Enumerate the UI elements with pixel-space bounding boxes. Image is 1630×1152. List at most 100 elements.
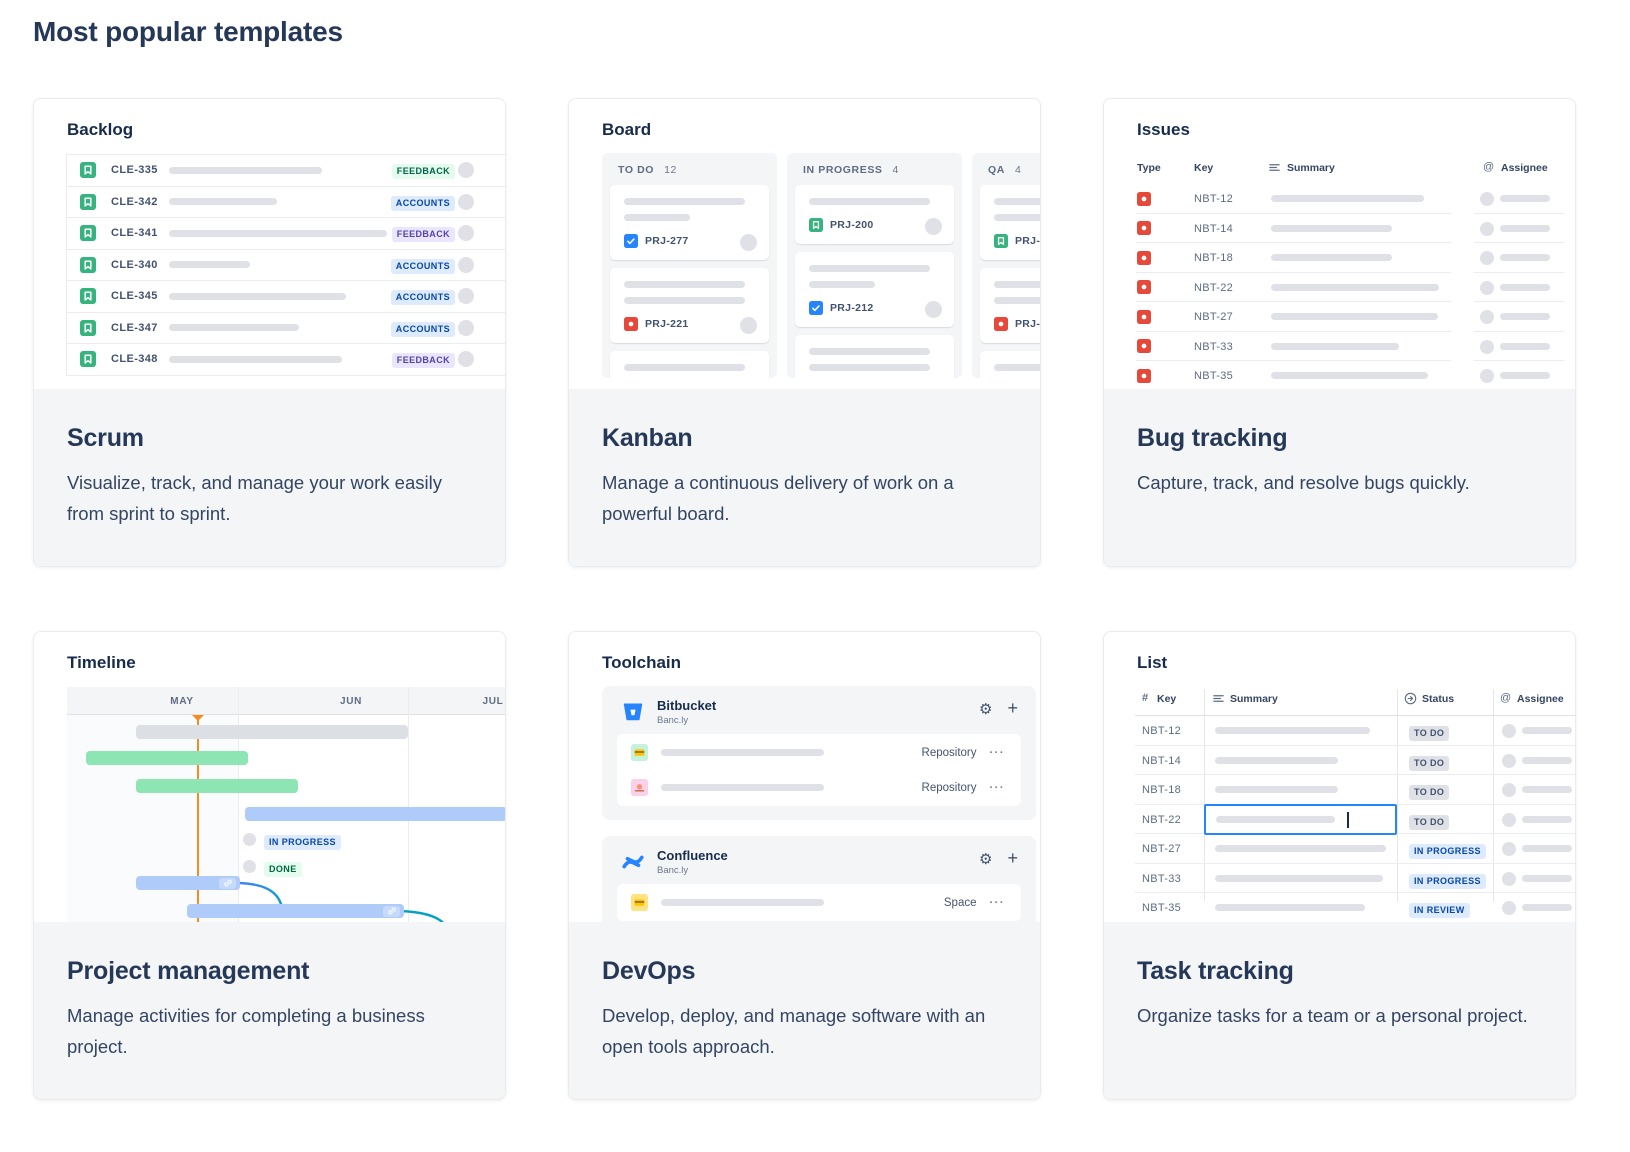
template-card-kanban[interactable]: Board TO DO 12 PRJ-277 PRJ-221 PRJ-290 IN… xyxy=(568,98,1041,567)
status-badge: IN PROGRESS xyxy=(264,835,341,850)
assignee-placeholder-bar xyxy=(1500,313,1550,320)
avatar xyxy=(458,288,474,305)
summary-cell-editing[interactable] xyxy=(1204,803,1397,835)
story-icon xyxy=(809,218,823,232)
assignee-placeholder-bar xyxy=(1522,874,1572,882)
at-icon: @ xyxy=(1483,161,1495,173)
summary-placeholder-bar xyxy=(1271,342,1399,350)
status-badge: IN PROGRESS xyxy=(1409,844,1486,859)
card-description: Manage activities for completing a busin… xyxy=(67,1005,425,1057)
issue-row: NBT-18 xyxy=(1136,243,1575,273)
avatar xyxy=(458,225,474,242)
template-card-bug-tracking[interactable]: Issues Type Key Summary @ Assignee NBT-1… xyxy=(1103,98,1576,567)
issue-key: PRJ-200 xyxy=(830,219,874,231)
card-description: Develop, deploy, and manage software wit… xyxy=(602,1005,986,1057)
project-emoji-icon xyxy=(631,894,648,911)
summary-placeholder-bar xyxy=(1271,372,1428,379)
backlog-row: CLE-345 ACCOUNTS xyxy=(67,281,505,313)
project-emoji-icon xyxy=(631,779,648,796)
card-description: Manage a continuous delivery of work on … xyxy=(602,472,954,524)
card-title: Project management xyxy=(67,957,310,985)
bug-icon xyxy=(1137,250,1151,265)
tool-name: Bitbucket xyxy=(657,698,717,713)
issue-row: NBT-22 xyxy=(1136,273,1575,302)
issue-key: CLE-348 xyxy=(111,353,158,366)
template-card-devops[interactable]: Toolchain Bitbucket Banc.ly ⚙ + Repository… xyxy=(568,631,1041,1100)
story-icon xyxy=(80,162,96,179)
board-card: PRJ-213 xyxy=(795,335,954,378)
label-badge: ACCOUNTS xyxy=(390,290,455,306)
card-title: Task tracking xyxy=(1137,957,1294,985)
gantt-bar xyxy=(245,807,505,821)
column-header-assignee: Assignee xyxy=(1517,693,1564,705)
gantt-bar xyxy=(136,779,298,793)
confluence-logo-icon xyxy=(621,850,645,874)
gantt-bar xyxy=(136,725,408,739)
kanban-board: TO DO 12 PRJ-277 PRJ-221 PRJ-290 IN PROGR… xyxy=(602,153,1040,378)
summary-placeholder-bar xyxy=(1215,727,1370,734)
summary-placeholder-bar xyxy=(1216,815,1335,823)
board-card: PRJ-212 xyxy=(795,252,954,327)
template-card-scrum[interactable]: Backlog CLE-335 FEEDBACK CLE-342 ACCOUNT… xyxy=(33,98,506,567)
backlog-row: CLE-335 FEEDBACK xyxy=(67,155,505,187)
today-line xyxy=(197,715,199,922)
card-placeholder-bar xyxy=(994,297,1040,304)
avatar xyxy=(1502,812,1516,827)
card-footer: Project management Manage activities for… xyxy=(34,922,505,1099)
bug-icon xyxy=(1137,280,1151,294)
issue-row: NBT-27 xyxy=(1136,302,1575,332)
backlog-row: CLE-341 FEEDBACK xyxy=(67,218,505,250)
card-placeholder-bar xyxy=(809,348,930,355)
preview-heading: Backlog xyxy=(67,120,134,139)
issue-key: NBT-22 xyxy=(1194,281,1234,294)
column-name: TO DO xyxy=(618,164,655,176)
card-footer: DevOps Develop, deploy, and manage softw… xyxy=(569,922,1040,1099)
summary-lines-icon xyxy=(1212,692,1225,707)
issue-row: NBT-33 xyxy=(1136,332,1575,361)
column-header-summary: Summary xyxy=(1287,162,1335,174)
template-preview: Timeline MAY JUN JUL IN PROGRESS DONE xyxy=(34,632,505,922)
board-card: PRJ-243 xyxy=(980,351,1040,378)
avatar xyxy=(458,319,474,336)
story-icon xyxy=(80,319,96,336)
hash-icon: # xyxy=(1142,692,1149,704)
issue-key: NBT-14 xyxy=(1142,754,1182,767)
avatar xyxy=(1502,783,1516,797)
template-card-task-tracking[interactable]: List # Key Summary Status @ Assignee NBT… xyxy=(1103,631,1576,1100)
issue-key: NBT-18 xyxy=(1194,252,1234,264)
avatar xyxy=(458,351,474,368)
assignee-placeholder-bar xyxy=(1522,727,1572,734)
gantt-bar xyxy=(187,904,404,918)
template-card-project-management[interactable]: Timeline MAY JUN JUL IN PROGRESS DONE Proj… xyxy=(33,631,506,1100)
assignee-placeholder-bar xyxy=(1500,224,1550,232)
board-card: PRJ-221 xyxy=(610,268,769,343)
status-badge: TO DO xyxy=(1409,755,1450,771)
card-footer: Scrum Visualize, track, and manage your … xyxy=(34,389,505,566)
preview-heading: List xyxy=(1137,653,1168,672)
summary-placeholder-bar xyxy=(1271,283,1439,291)
avatar xyxy=(1502,842,1516,856)
card-placeholder-bar xyxy=(994,198,1040,205)
bitbucket-logo-icon xyxy=(621,700,645,724)
item-kind-label: Space xyxy=(943,896,977,909)
card-footer: Bug tracking Capture, track, and resolve… xyxy=(1104,389,1575,566)
list-row: NBT-18 TO DO xyxy=(1135,775,1575,805)
board-card: PRJ-277 xyxy=(610,185,769,260)
month-label: JUN xyxy=(339,696,363,707)
tool-org: Banc.ly xyxy=(657,715,689,726)
project-emoji-icon xyxy=(631,744,648,761)
story-icon xyxy=(994,234,1008,248)
bug-icon xyxy=(1137,309,1151,324)
story-icon xyxy=(80,256,96,273)
toolchain-section-confluence: Confluence Banc.ly ⚙ + Space ··· xyxy=(602,836,1036,922)
card-description: Visualize, track, and manage your work e… xyxy=(67,472,442,524)
avatar xyxy=(1480,221,1494,236)
template-preview: Toolchain Bitbucket Banc.ly ⚙ + Repository… xyxy=(569,632,1040,922)
gear-icon: ⚙ xyxy=(979,850,993,868)
summary-placeholder-bar xyxy=(169,166,322,174)
preview-heading: Timeline xyxy=(67,653,136,672)
card-placeholder-bar xyxy=(994,281,1040,288)
summary-placeholder-bar xyxy=(1271,224,1392,232)
issue-key: CLE-345 xyxy=(111,290,158,303)
summary-placeholder-bar xyxy=(169,355,342,363)
